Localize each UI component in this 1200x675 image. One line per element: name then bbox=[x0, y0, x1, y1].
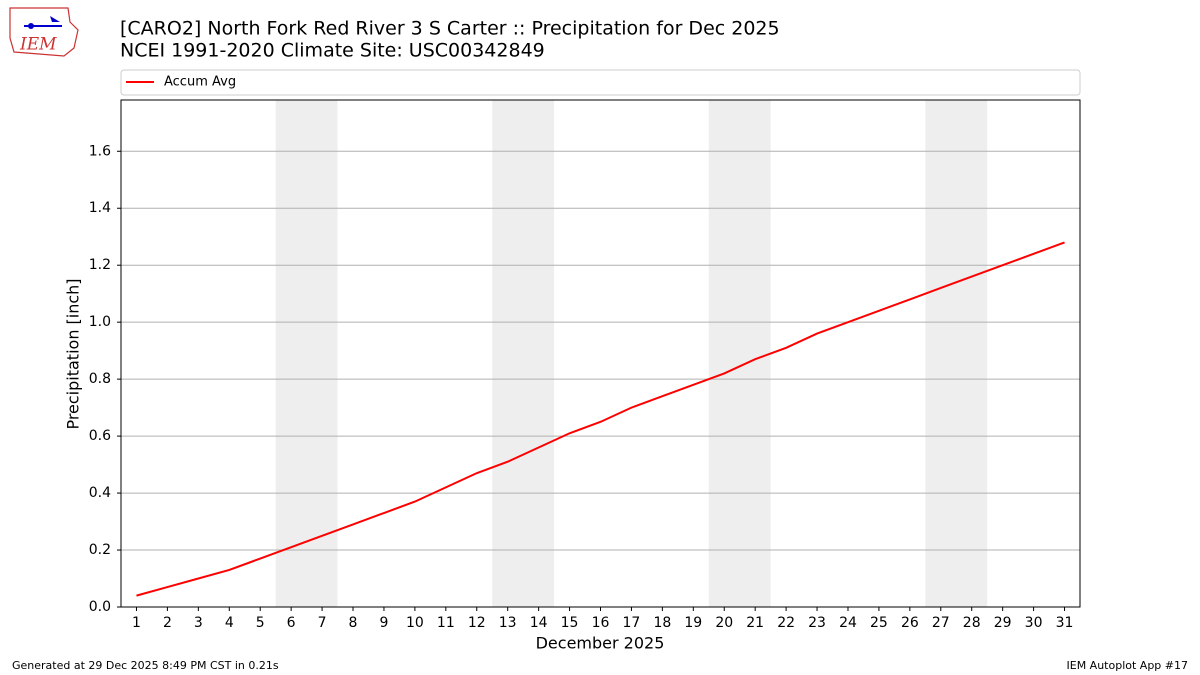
y-tick-label: 0.4 bbox=[89, 485, 111, 501]
x-tick-label: 15 bbox=[561, 615, 579, 631]
y-tick-label: 1.0 bbox=[89, 314, 111, 330]
y-tick-label: 0.2 bbox=[89, 542, 111, 558]
x-tick-label: 12 bbox=[468, 615, 486, 631]
y-tick-label: 0.6 bbox=[89, 428, 111, 444]
legend-label: Accum Avg bbox=[164, 75, 236, 90]
weekend-shade bbox=[275, 100, 338, 607]
y-tick-label: 0.0 bbox=[89, 599, 111, 615]
y-tick-label: 1.4 bbox=[89, 200, 111, 216]
x-tick-label: 22 bbox=[777, 615, 795, 631]
logo: IEM bbox=[9, 7, 79, 57]
x-tick-label: 23 bbox=[808, 615, 826, 631]
x-tick-label: 7 bbox=[318, 615, 327, 631]
chart-subtitle: NCEI 1991-2020 Climate Site: USC00342849 bbox=[120, 40, 545, 62]
x-tick-label: 26 bbox=[901, 615, 919, 631]
footer-left: Generated at 29 Dec 2025 8:49 PM CST in … bbox=[12, 659, 279, 672]
plot-frame bbox=[120, 99, 1081, 608]
x-axis-label: December 2025 bbox=[536, 634, 665, 653]
x-tick-label: 11 bbox=[437, 615, 455, 631]
weekend-shade bbox=[492, 100, 555, 607]
legend-box bbox=[120, 69, 1081, 96]
chart-title: [CARO2] North Fork Red River 3 S Carter … bbox=[120, 18, 780, 40]
x-tick-label: 17 bbox=[623, 615, 641, 631]
x-tick-label: 16 bbox=[592, 615, 610, 631]
x-tick-label: 27 bbox=[932, 615, 950, 631]
x-tick-label: 9 bbox=[379, 615, 388, 631]
x-tick-label: 31 bbox=[1056, 615, 1074, 631]
x-tick-label: 4 bbox=[225, 615, 234, 631]
x-tick-label: 3 bbox=[194, 615, 203, 631]
weekend-shade bbox=[925, 100, 988, 607]
x-tick-label: 19 bbox=[684, 615, 702, 631]
x-tick-label: 29 bbox=[994, 615, 1012, 631]
x-tick-label: 2 bbox=[163, 615, 172, 631]
x-tick-label: 24 bbox=[839, 615, 857, 631]
x-tick-label: 21 bbox=[746, 615, 764, 631]
x-tick-label: 13 bbox=[499, 615, 517, 631]
x-tick-label: 20 bbox=[715, 615, 733, 631]
x-tick-label: 14 bbox=[530, 615, 548, 631]
x-tick-label: 18 bbox=[653, 615, 671, 631]
x-tick-label: 8 bbox=[349, 615, 358, 631]
x-tick-label: 25 bbox=[870, 615, 888, 631]
x-tick-label: 6 bbox=[287, 615, 296, 631]
x-tick-label: 10 bbox=[406, 615, 424, 631]
weekend-shade bbox=[708, 100, 771, 607]
footer-right: IEM Autoplot App #17 bbox=[1067, 659, 1189, 672]
x-tick-label: 1 bbox=[132, 615, 141, 631]
x-tick-label: 30 bbox=[1025, 615, 1043, 631]
y-tick-label: 1.2 bbox=[89, 257, 111, 273]
y-tick-label: 0.8 bbox=[89, 371, 111, 387]
x-tick-label: 5 bbox=[256, 615, 265, 631]
logo-text: IEM bbox=[19, 35, 57, 55]
x-tick-label: 28 bbox=[963, 615, 981, 631]
y-tick-label: 1.6 bbox=[89, 143, 111, 159]
y-axis-label: Precipitation [inch] bbox=[64, 278, 83, 429]
series-line bbox=[136, 241, 1065, 597]
